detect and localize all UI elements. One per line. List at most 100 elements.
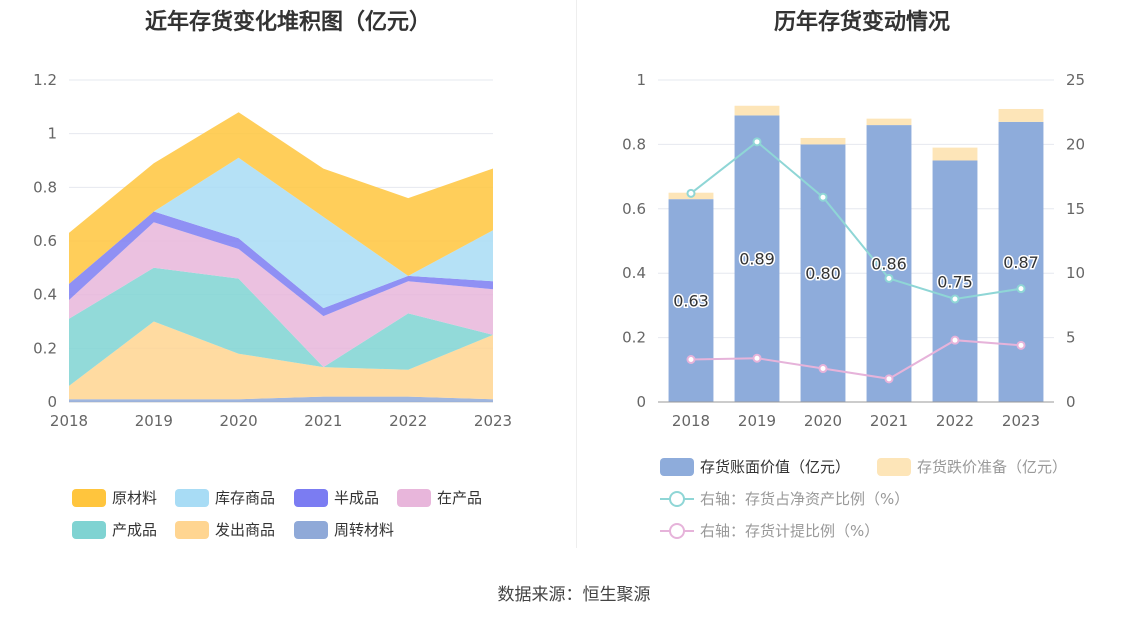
x-tick-label: 2019 — [738, 412, 776, 430]
area-series — [69, 321, 493, 400]
legend-swatch — [175, 488, 209, 507]
legend-label: 存货账面价值（亿元） — [700, 458, 851, 476]
bar-data-label: 0.80 — [805, 264, 841, 283]
y-tick-label: 0.2 — [622, 329, 646, 347]
y2-tick-label: 10 — [1066, 264, 1085, 282]
line-point — [686, 188, 696, 198]
legend-label: 存货跌价准备（亿元） — [917, 458, 1068, 476]
y-tick-label: 0.4 — [622, 264, 646, 282]
y-tick-label: 0 — [636, 393, 646, 411]
x-tick-label: 2018 — [672, 412, 710, 430]
legend-label: 库存商品 — [215, 489, 276, 507]
line-point — [686, 354, 696, 364]
y2-tick-label: 5 — [1066, 329, 1076, 347]
legend-swatch — [294, 520, 328, 539]
line-point — [950, 335, 960, 345]
y-tick-label: 1 — [47, 125, 57, 143]
legend-label: 右轴：存货占净资产比例（%） — [700, 490, 910, 508]
y2-tick-label: 0 — [1066, 393, 1076, 411]
x-tick-label: 2023 — [1002, 412, 1040, 430]
bar — [734, 105, 780, 116]
legend-item-turnover-materials[interactable]: 周转材料 — [294, 519, 394, 540]
y-tick-label: 0.8 — [622, 135, 646, 153]
y2-tick-label: 15 — [1066, 200, 1085, 218]
legend-label: 在产品 — [437, 489, 483, 507]
y-tick-label: 1 — [636, 71, 646, 89]
area-series — [69, 112, 493, 284]
y2-tick-label: 20 — [1066, 135, 1085, 153]
legend-swatch — [72, 520, 106, 539]
y-tick-label: 0.8 — [33, 178, 57, 196]
bar-data-label: 0.86 — [871, 255, 907, 274]
line-point — [1016, 340, 1026, 350]
bar — [668, 199, 714, 402]
legend-line-swatch — [660, 490, 694, 508]
legend-label: 发出商品 — [215, 521, 276, 539]
legend-item-raw-materials[interactable]: 原材料 — [72, 487, 157, 508]
legend-item-book-value[interactable]: 存货账面价值（亿元） — [660, 456, 850, 477]
area-series — [69, 396, 493, 402]
chart-divider — [576, 0, 577, 548]
area-series — [69, 211, 493, 317]
bar-data-label: 0.63 — [673, 292, 709, 311]
legend-item-work-in-progress[interactable]: 在产品 — [397, 487, 482, 508]
y-tick-label: 0.6 — [622, 200, 646, 218]
bar — [800, 137, 846, 145]
legend-swatch — [72, 488, 106, 507]
area-series — [69, 222, 493, 368]
line-series — [690, 140, 1022, 301]
legend-item-goods-shipped[interactable]: 发出商品 — [175, 519, 275, 540]
right-chart-title: 历年存货变动情况 — [773, 10, 950, 35]
x-tick-label: 2019 — [135, 412, 173, 430]
y2-tick-label: 25 — [1066, 71, 1085, 89]
x-tick-label: 2023 — [474, 412, 512, 430]
bar — [998, 121, 1044, 403]
legend-item-impairment[interactable]: 存货跌价准备（亿元） — [877, 456, 1067, 477]
line-series — [690, 339, 1022, 380]
line-point — [884, 374, 894, 384]
bar — [932, 147, 978, 161]
area-series — [69, 267, 493, 386]
bar — [800, 144, 846, 402]
area-series — [69, 157, 493, 309]
bar-data-label: 0.87 — [1003, 253, 1039, 272]
legend-label: 原材料 — [112, 489, 158, 507]
legend-swatch — [397, 488, 431, 507]
x-tick-label: 2021 — [304, 412, 342, 430]
bar — [866, 118, 912, 126]
y-tick-label: 0.2 — [33, 339, 57, 357]
line-point — [752, 353, 762, 363]
legend-item-semi-finished[interactable]: 半成品 — [294, 487, 379, 508]
x-tick-label: 2018 — [50, 412, 88, 430]
line-point — [818, 364, 828, 374]
line-point — [950, 294, 960, 304]
legend-label: 周转材料 — [334, 521, 395, 539]
x-tick-label: 2022 — [936, 412, 974, 430]
bar — [866, 125, 912, 402]
line-point — [1016, 284, 1026, 294]
x-tick-label: 2021 — [870, 412, 908, 430]
legend-item-finished-products[interactable]: 产成品 — [72, 519, 157, 540]
legend-swatch — [294, 488, 328, 507]
line-point — [752, 137, 762, 147]
bar-data-label: 0.89 — [739, 250, 775, 269]
stacked-area-chart: 0 0.2 0.4 0.6 0.8 1 1.2 2018 2019 2020 2021 2022 202… — [33, 71, 512, 430]
legend-line-swatch — [660, 522, 694, 540]
bar — [932, 160, 978, 402]
left-chart-title: 近年存货变化堆积图（亿元） — [144, 10, 431, 35]
y-tick-label: 0.4 — [33, 286, 57, 304]
legend-swatch — [660, 457, 694, 476]
y-tick-label: 0.6 — [33, 232, 57, 250]
y-tick-label: 1.2 — [33, 71, 57, 89]
y-tick-label: 0 — [47, 393, 57, 411]
legend-item-ratio-net-assets[interactable]: 右轴：存货占净资产比例（%） — [660, 488, 909, 509]
line-point — [818, 192, 828, 202]
line-point — [884, 273, 894, 283]
bar — [998, 108, 1044, 122]
legend-label: 产成品 — [112, 521, 158, 539]
legend-item-provision-ratio[interactable]: 右轴：存货计提比例（%） — [660, 520, 879, 541]
x-tick-label: 2020 — [220, 412, 258, 430]
legend-item-finished-goods-stock[interactable]: 库存商品 — [175, 487, 275, 508]
x-tick-label: 2020 — [804, 412, 842, 430]
